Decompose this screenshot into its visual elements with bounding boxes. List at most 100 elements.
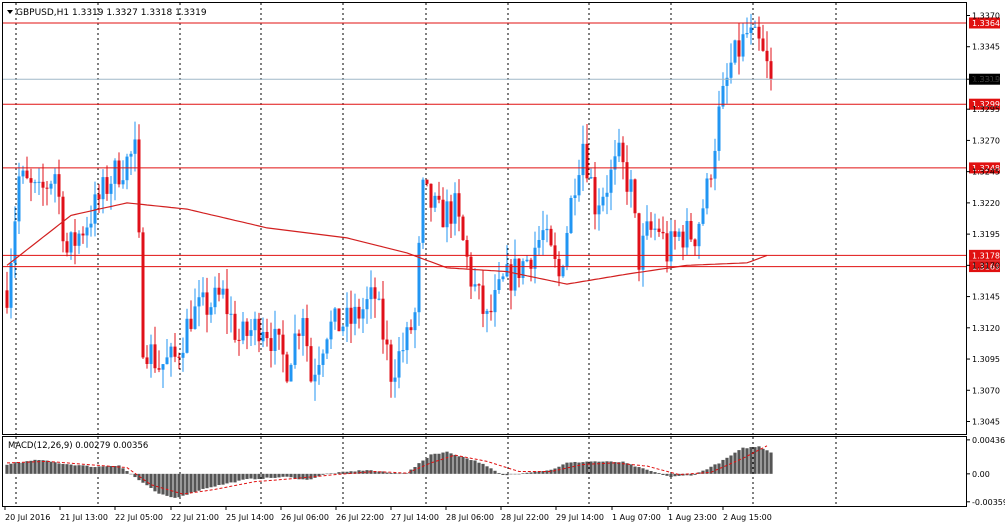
candle	[297, 329, 301, 350]
candle-body	[541, 230, 545, 240]
candle-body	[697, 223, 701, 247]
candle-body	[585, 143, 589, 179]
macd-bar	[245, 473, 249, 479]
candle-body	[105, 177, 109, 194]
candle	[41, 163, 45, 206]
macd-bar	[121, 468, 125, 474]
candle	[77, 230, 81, 254]
macd-bar	[313, 473, 317, 478]
candle-body	[9, 262, 13, 308]
macd-bar	[25, 461, 29, 474]
candle-body	[661, 231, 665, 234]
candle	[145, 345, 149, 369]
candle-body	[561, 266, 565, 277]
candle-body	[397, 351, 401, 378]
candle-body	[425, 179, 429, 184]
candle	[305, 304, 309, 362]
macd-bar	[721, 459, 725, 474]
candle	[473, 267, 477, 292]
level-tag	[969, 162, 1000, 174]
macd-bar	[213, 473, 217, 487]
candle-body	[177, 356, 181, 358]
candle	[261, 317, 265, 348]
candle	[721, 72, 725, 109]
candle	[649, 212, 653, 238]
candle-body	[517, 258, 521, 278]
candle	[533, 231, 537, 284]
chevron-down-icon[interactable]	[7, 10, 13, 14]
horizontal-levels: 1.3364 1.3299 1.3248 1.3178 1.3169 1.3319	[3, 17, 1000, 273]
macd-bar	[29, 460, 33, 474]
macd-bar	[585, 461, 589, 474]
candle-body	[657, 228, 661, 232]
candle-body	[461, 216, 465, 241]
macd-bar	[689, 473, 693, 476]
candle	[193, 288, 197, 330]
candle-body	[721, 85, 725, 107]
candle	[469, 252, 473, 299]
candle-body	[457, 193, 461, 217]
macd-bar	[53, 462, 57, 474]
candle-body	[689, 221, 693, 240]
candle	[313, 358, 317, 401]
candle-body	[197, 297, 201, 307]
candle-body	[193, 306, 197, 329]
macd-bar	[217, 473, 221, 485]
candle-body	[701, 208, 705, 224]
candle	[653, 213, 657, 241]
candle-body	[421, 179, 425, 243]
price-tick-label: 1.3070	[972, 386, 1000, 395]
symbol-header[interactable]: GBPUSD,H1 1.3319 1.3327 1.3318 1.3319	[7, 8, 207, 18]
candle-body	[681, 231, 685, 248]
macd-bar	[169, 473, 173, 498]
candle	[337, 308, 341, 332]
candle	[285, 351, 289, 384]
candle-body	[225, 288, 229, 315]
candle	[97, 184, 101, 213]
macd-bar	[757, 446, 761, 474]
macd-bar	[105, 466, 109, 474]
candle-body	[617, 142, 621, 157]
candle	[345, 292, 349, 342]
macd-bar	[577, 462, 581, 474]
macd-bar	[589, 461, 593, 474]
candle	[693, 238, 697, 256]
macd-bar	[161, 473, 165, 495]
candle	[49, 180, 53, 195]
macd-bar	[673, 473, 677, 477]
candle	[493, 274, 497, 327]
candle-body	[73, 232, 77, 246]
candle-body	[365, 299, 369, 310]
candle-body	[629, 179, 633, 192]
macd-bar	[149, 473, 153, 488]
candle-body	[37, 181, 41, 183]
macd-bar	[621, 461, 625, 474]
candle-body	[677, 231, 681, 237]
macd-bar	[761, 448, 765, 474]
candle	[133, 121, 137, 172]
macd-bar	[533, 471, 537, 474]
candle-body	[169, 346, 173, 358]
macd-bar	[733, 452, 737, 474]
candle-body	[301, 318, 305, 336]
macd-bar	[449, 453, 453, 474]
macd-bar	[625, 463, 629, 474]
candle-body	[749, 27, 753, 34]
price-tick-label: 1.3145	[972, 293, 1000, 302]
macd-bar	[485, 466, 489, 474]
candle-body	[733, 40, 737, 63]
candle	[45, 180, 49, 206]
candle-body	[525, 259, 529, 262]
candle-body	[513, 258, 517, 291]
candle	[581, 125, 585, 192]
candle	[605, 175, 609, 215]
candle	[257, 312, 261, 353]
macd-bar	[349, 471, 353, 474]
macd-bar	[481, 463, 485, 474]
candle	[241, 311, 245, 345]
candle	[185, 308, 189, 354]
macd-bar	[137, 473, 141, 481]
candle-body	[577, 175, 581, 196]
macd-bar	[765, 450, 769, 474]
